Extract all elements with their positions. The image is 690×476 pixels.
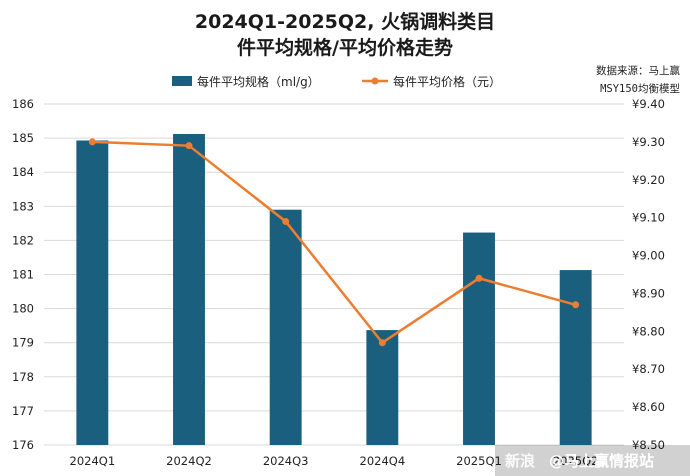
right-tick-label: ¥8.50 — [632, 438, 665, 452]
price-point-2024Q3 — [282, 217, 290, 225]
left-tick-label: 178 — [12, 370, 34, 384]
price-point-2025Q1 — [475, 274, 483, 282]
x-tick-label: 2024Q4 — [360, 454, 406, 468]
x-axis-ticks: 2024Q1 2024Q2 2024Q3 2024Q4 2025Q1 2025Q2 — [70, 454, 599, 468]
source-note: 数据来源：马上赢 MSY150均衡模型 — [596, 64, 680, 95]
bar-2024Q4 — [366, 330, 399, 445]
right-tick-label: ¥9.40 — [632, 97, 665, 111]
chart-title-line-2: 件平均规格/平均价格走势 — [237, 36, 453, 59]
left-tick-label: 183 — [12, 199, 34, 213]
right-tick-label: ¥9.20 — [632, 173, 665, 187]
bar-series — [76, 134, 592, 445]
right-tick-label: ¥9.10 — [632, 211, 665, 225]
bar-2024Q2 — [173, 134, 205, 445]
watermark-bg — [495, 445, 690, 476]
left-tick-label: 185 — [12, 131, 34, 145]
right-tick-label: ¥9.30 — [632, 135, 665, 149]
price-point-2025Q2 — [572, 301, 580, 309]
right-tick-label: ¥8.60 — [632, 400, 665, 414]
bar-2025Q1 — [463, 232, 495, 445]
right-tick-label: ¥8.90 — [632, 286, 665, 300]
left-tick-label: 181 — [12, 268, 34, 282]
source-note-line-1: 数据来源：马上赢 — [596, 64, 680, 77]
watermark-text: @马上赢情报站 — [549, 452, 654, 470]
left-tick-label: 184 — [12, 165, 34, 179]
line-series — [88, 138, 580, 347]
gridlines — [44, 103, 624, 446]
x-tick-label: 2024Q2 — [166, 454, 212, 468]
x-tick-label: 2025Q1 — [456, 454, 502, 468]
chart-title-line-1: 2024Q1-2025Q2, 火锅调料类目 — [195, 10, 495, 33]
right-tick-label: ¥9.00 — [632, 249, 665, 263]
price-point-2024Q2 — [185, 142, 193, 150]
source-note-line-2: MSY150均衡模型 — [600, 82, 680, 95]
bar-2025Q2 — [559, 270, 592, 445]
watermark: 新浪 @马上赢情报站 — [495, 445, 690, 476]
left-tick-label: 179 — [12, 336, 34, 350]
x-tick-label: 2025Q2 — [553, 454, 599, 468]
right-tick-label: ¥8.80 — [632, 324, 665, 338]
legend-bar-swatch — [172, 76, 192, 86]
legend-line-label: 每件平均价格（元） — [393, 74, 501, 89]
bar-2024Q1 — [76, 140, 109, 445]
bar-2024Q3 — [269, 209, 302, 445]
legend-line-marker — [371, 77, 379, 85]
price-point-2024Q4 — [378, 339, 386, 347]
left-tick-label: 176 — [12, 438, 34, 452]
left-tick-label: 180 — [12, 302, 34, 316]
legend: 每件平均规格（ml/g） 每件平均价格（元） — [172, 74, 501, 89]
right-axis-ticks: ¥8.50 ¥8.60 ¥8.70 ¥8.80 ¥8.90 ¥9.00 ¥9.10 ¥9.20… — [632, 97, 665, 452]
x-tick-label: 2024Q1 — [70, 454, 116, 468]
left-tick-label: 186 — [12, 97, 34, 111]
legend-bar-label: 每件平均规格（ml/g） — [197, 74, 320, 89]
price-point-2024Q1 — [88, 138, 96, 146]
price-line — [92, 140, 576, 345]
left-tick-label: 177 — [12, 404, 34, 418]
right-tick-label: ¥8.70 — [632, 362, 665, 376]
left-tick-label: 182 — [12, 233, 34, 247]
watermark-platform: 新浪 — [505, 452, 535, 470]
x-tick-label: 2024Q3 — [263, 454, 309, 468]
left-axis-ticks: 176 177 178 179 180 181 182 183 184 185 186 — [12, 97, 34, 452]
